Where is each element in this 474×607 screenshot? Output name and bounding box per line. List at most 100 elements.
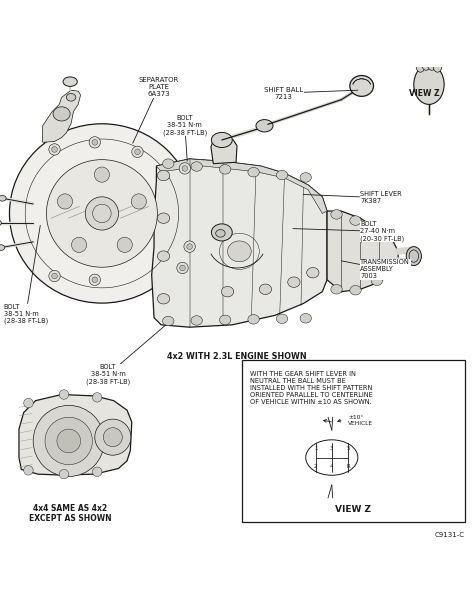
Ellipse shape (182, 166, 188, 171)
Ellipse shape (300, 172, 311, 182)
Ellipse shape (89, 274, 100, 285)
Ellipse shape (24, 466, 33, 475)
Ellipse shape (157, 171, 170, 181)
Ellipse shape (53, 107, 70, 121)
Polygon shape (211, 137, 237, 164)
Text: BOLT
38-51 N·m
(28-38 FT-LB): BOLT 38-51 N·m (28-38 FT-LB) (163, 115, 207, 161)
Ellipse shape (117, 237, 132, 253)
Ellipse shape (414, 64, 444, 104)
Text: SHIFT BALL
7213: SHIFT BALL 7213 (264, 87, 358, 100)
Ellipse shape (184, 241, 195, 253)
Text: 3: 3 (330, 446, 334, 451)
Ellipse shape (157, 251, 170, 262)
Polygon shape (19, 395, 132, 475)
Ellipse shape (211, 224, 232, 241)
Ellipse shape (85, 197, 118, 230)
Ellipse shape (92, 393, 102, 402)
Ellipse shape (331, 209, 342, 219)
Ellipse shape (131, 194, 146, 209)
Ellipse shape (416, 61, 425, 72)
Ellipse shape (72, 237, 87, 253)
Ellipse shape (331, 285, 342, 294)
Ellipse shape (157, 213, 170, 223)
Ellipse shape (300, 314, 311, 323)
Ellipse shape (66, 93, 76, 101)
Ellipse shape (248, 168, 259, 177)
Ellipse shape (0, 220, 1, 226)
Ellipse shape (248, 314, 259, 324)
Ellipse shape (191, 316, 202, 325)
Ellipse shape (433, 61, 442, 72)
Ellipse shape (350, 75, 374, 97)
Text: ±10°
VEHICLE: ±10° VEHICLE (348, 415, 374, 426)
Ellipse shape (187, 244, 192, 249)
Ellipse shape (422, 59, 430, 70)
Ellipse shape (135, 149, 140, 155)
Ellipse shape (89, 137, 100, 148)
Ellipse shape (0, 195, 6, 201)
Ellipse shape (157, 294, 170, 304)
Text: VIEW Z: VIEW Z (409, 89, 439, 98)
Polygon shape (327, 211, 398, 291)
Ellipse shape (49, 270, 60, 282)
Text: SEPARATOR
PLATE
6A373: SEPARATOR PLATE 6A373 (133, 77, 179, 143)
Text: 4x2 WITH 2.3L ENGINE SHOWN: 4x2 WITH 2.3L ENGINE SHOWN (167, 352, 307, 361)
Ellipse shape (132, 146, 143, 157)
Text: SHIFT LEVER
7K387: SHIFT LEVER 7K387 (303, 191, 402, 205)
Text: VIEW Z: VIEW Z (335, 505, 371, 514)
Ellipse shape (219, 164, 231, 174)
Text: BOLT
38-51 N·m
(28-38 FT-LB): BOLT 38-51 N·m (28-38 FT-LB) (4, 225, 48, 324)
Ellipse shape (219, 315, 231, 325)
Ellipse shape (49, 144, 60, 155)
Text: 1: 1 (314, 446, 318, 451)
Text: WITH THE GEAR SHIFT LEVER IN
NEUTRAL THE BALL MUST BE
INSTALLED WITH THE SHIFT P: WITH THE GEAR SHIFT LEVER IN NEUTRAL THE… (250, 371, 373, 405)
Ellipse shape (406, 246, 421, 266)
Ellipse shape (221, 287, 234, 297)
Text: 2: 2 (314, 464, 318, 469)
Ellipse shape (59, 469, 69, 479)
Ellipse shape (276, 314, 288, 324)
Ellipse shape (259, 284, 272, 294)
Text: 4: 4 (330, 464, 334, 469)
Text: BOLT
38-51 N·m
(28-38 FT-LB): BOLT 38-51 N·m (28-38 FT-LB) (86, 325, 166, 385)
Text: 4x4 SAME AS 4x2
EXCEPT AS SHOWN: 4x4 SAME AS 4x2 EXCEPT AS SHOWN (29, 504, 111, 523)
Ellipse shape (92, 467, 102, 476)
Ellipse shape (350, 216, 361, 225)
Ellipse shape (45, 417, 92, 465)
Text: R: R (346, 464, 350, 469)
Ellipse shape (33, 405, 104, 476)
Ellipse shape (57, 194, 73, 209)
Ellipse shape (307, 268, 319, 278)
Text: C9131-C: C9131-C (435, 532, 465, 538)
Ellipse shape (52, 273, 57, 279)
Ellipse shape (428, 59, 436, 70)
Ellipse shape (228, 241, 251, 262)
Polygon shape (156, 159, 327, 214)
Ellipse shape (59, 390, 69, 399)
Text: TRANSMISSION
ASSEMBLY
7003: TRANSMISSION ASSEMBLY 7003 (341, 259, 410, 279)
Polygon shape (33, 142, 197, 280)
Ellipse shape (191, 162, 202, 171)
Ellipse shape (94, 167, 109, 182)
Ellipse shape (163, 316, 174, 326)
Ellipse shape (177, 262, 188, 274)
Ellipse shape (9, 124, 194, 303)
Ellipse shape (256, 120, 273, 132)
Ellipse shape (52, 147, 57, 152)
Ellipse shape (57, 429, 81, 453)
Ellipse shape (163, 159, 174, 168)
Ellipse shape (103, 428, 122, 447)
Ellipse shape (92, 140, 98, 145)
Ellipse shape (371, 229, 383, 238)
FancyBboxPatch shape (242, 361, 465, 521)
Ellipse shape (92, 277, 98, 283)
Ellipse shape (0, 245, 5, 251)
Ellipse shape (350, 285, 361, 295)
Ellipse shape (46, 160, 157, 267)
Ellipse shape (24, 398, 33, 408)
Ellipse shape (180, 265, 185, 271)
Ellipse shape (216, 229, 225, 237)
Ellipse shape (179, 163, 191, 174)
Text: BOLT
27-40 N·m
(20-30 FT-LB): BOLT 27-40 N·m (20-30 FT-LB) (293, 221, 404, 242)
Ellipse shape (63, 77, 77, 86)
